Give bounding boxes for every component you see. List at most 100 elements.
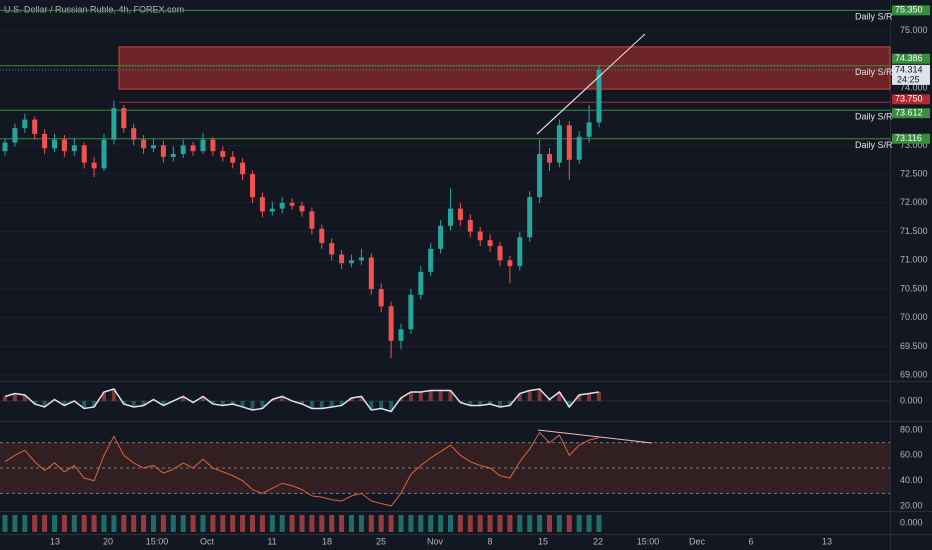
y-tick-label: 0.000 bbox=[900, 395, 923, 405]
candle-body bbox=[190, 145, 196, 152]
candle-body bbox=[596, 69, 602, 123]
x-tick-label: 13 bbox=[822, 536, 832, 546]
volume-bar bbox=[477, 515, 483, 532]
candle-body bbox=[378, 289, 384, 307]
y-tick-label: 0.000 bbox=[900, 517, 923, 527]
x-tick-label: 15:00 bbox=[146, 536, 169, 546]
candle-body bbox=[507, 260, 513, 267]
y-tick-label: 74.000 bbox=[900, 82, 928, 92]
y-tick-label: 60.00 bbox=[900, 450, 923, 460]
volume-bar bbox=[240, 515, 246, 532]
volume-bar bbox=[448, 515, 453, 532]
volume-bar bbox=[101, 515, 107, 532]
candle-body bbox=[2, 142, 8, 152]
y-tick-label: 72.000 bbox=[900, 197, 928, 207]
volume-bar bbox=[457, 515, 463, 532]
volume-bar bbox=[497, 515, 503, 532]
volume-bar bbox=[32, 515, 38, 532]
volume-bar bbox=[42, 515, 48, 532]
volume-bar bbox=[131, 515, 137, 532]
candle-body bbox=[438, 225, 444, 249]
x-tick-label: 18 bbox=[322, 536, 332, 546]
candle-body bbox=[240, 162, 246, 175]
level-note: Daily S/R bbox=[855, 67, 893, 77]
candle-body bbox=[368, 257, 374, 290]
candle-body bbox=[329, 243, 335, 255]
volume-bar bbox=[190, 515, 196, 532]
candle-body bbox=[200, 139, 206, 152]
volume-bar bbox=[12, 515, 18, 532]
candle-body bbox=[111, 108, 117, 140]
level-note: Daily S/R bbox=[855, 140, 893, 150]
volume-bar bbox=[121, 515, 127, 532]
volume-bar bbox=[547, 515, 552, 532]
volume-bar bbox=[428, 515, 434, 532]
volume-bar bbox=[368, 515, 374, 532]
y-tick-label: 20.00 bbox=[900, 500, 923, 510]
volume-bar bbox=[250, 515, 255, 532]
candle-body bbox=[418, 271, 424, 295]
volume-bar bbox=[329, 515, 335, 532]
candle-body bbox=[428, 248, 434, 272]
volume-bar bbox=[170, 515, 176, 532]
volume-bar bbox=[408, 515, 414, 532]
candle-body bbox=[32, 119, 38, 134]
candle-body bbox=[299, 205, 305, 212]
y-tick-label: 70.000 bbox=[900, 312, 928, 322]
zone bbox=[118, 46, 891, 90]
y-tick-label: 69.500 bbox=[900, 341, 928, 351]
volume-bar bbox=[358, 515, 364, 532]
candle-body bbox=[457, 208, 463, 221]
volume-bar bbox=[289, 515, 295, 532]
candle-body bbox=[230, 156, 236, 163]
x-tick-label: 22 bbox=[593, 536, 603, 546]
candle-body bbox=[52, 139, 57, 149]
volume-bar bbox=[388, 515, 394, 532]
candle-body bbox=[527, 197, 533, 238]
volume-bar bbox=[507, 515, 513, 532]
candle-body bbox=[279, 202, 285, 209]
volume-bar bbox=[52, 515, 57, 532]
y-tick-label: 71.000 bbox=[900, 255, 928, 265]
volume-bar bbox=[230, 515, 236, 532]
candle-body bbox=[388, 306, 394, 341]
volume-bar bbox=[467, 515, 473, 532]
volume-bar bbox=[200, 515, 206, 532]
volume-bar bbox=[151, 515, 156, 532]
candle-body bbox=[547, 154, 552, 163]
volume-bar bbox=[111, 515, 117, 532]
candle-body bbox=[91, 162, 97, 169]
candle-body bbox=[180, 145, 186, 155]
candle-body bbox=[131, 128, 137, 140]
volume-bar bbox=[517, 515, 523, 532]
candle-body bbox=[408, 294, 414, 330]
volume-bar bbox=[339, 515, 345, 532]
level-label: 74.386 bbox=[895, 53, 923, 63]
level-label-box bbox=[892, 5, 930, 16]
candle-body bbox=[141, 139, 147, 149]
candle-body bbox=[289, 202, 295, 206]
volume-bar bbox=[418, 515, 424, 532]
x-tick-label: 13 bbox=[50, 536, 60, 546]
volume-bar bbox=[398, 515, 404, 532]
volume-bar bbox=[2, 515, 8, 532]
candle-body bbox=[71, 145, 77, 152]
volume-bar bbox=[81, 515, 87, 532]
level-label-box bbox=[892, 53, 930, 64]
candle-body bbox=[170, 154, 176, 157]
y-tick-label: 69.000 bbox=[900, 370, 928, 380]
volume-bar bbox=[160, 515, 166, 532]
price-label-box bbox=[892, 64, 930, 85]
candle-body bbox=[220, 151, 226, 157]
candle-body bbox=[22, 119, 28, 129]
x-tick-label: 15:00 bbox=[637, 536, 660, 546]
candle-body bbox=[269, 208, 275, 212]
countdown: 24:25 bbox=[897, 74, 920, 84]
volume-bar bbox=[299, 515, 305, 532]
volume-bar bbox=[210, 515, 216, 532]
x-tick-label: Oct bbox=[200, 536, 215, 546]
volume-bar bbox=[22, 515, 28, 532]
candle-body bbox=[160, 145, 166, 157]
x-tick-label: 8 bbox=[487, 536, 492, 546]
